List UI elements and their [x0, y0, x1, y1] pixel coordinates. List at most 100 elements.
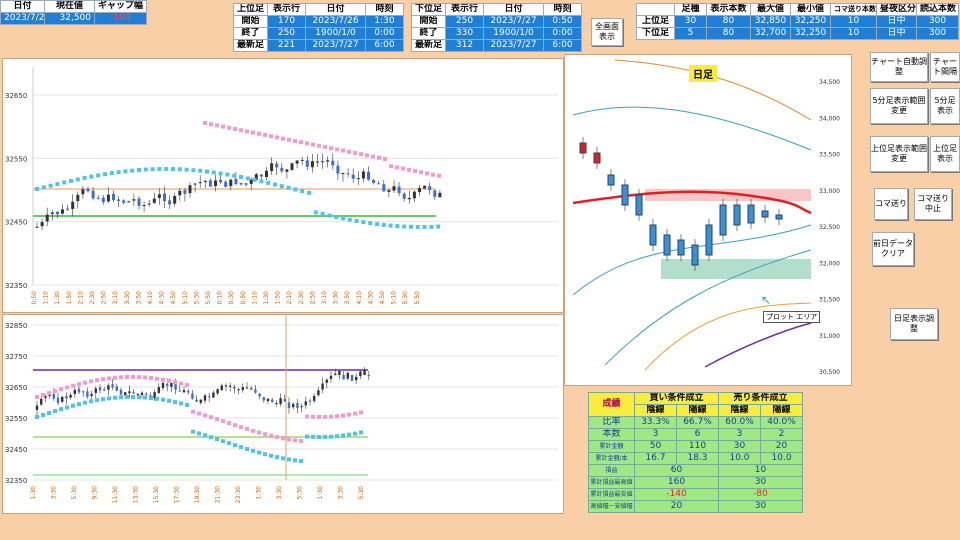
upper-start-date[interactable]: 2023/7/26: [305, 15, 366, 28]
candle-body: [321, 161, 325, 163]
chart-interval-button[interactable]: チャート間隔: [930, 52, 960, 82]
settings-lower-load[interactable]: 300: [916, 27, 959, 40]
long-ma-line: [704, 322, 812, 368]
y-tick-label: 32,000: [819, 260, 840, 267]
y-tick-label: 32550: [5, 155, 27, 163]
total-buy-bear: 50: [634, 440, 677, 453]
upper-date-header: 日付: [305, 3, 366, 16]
upper-band-marker: [389, 164, 393, 169]
upper-latest-time[interactable]: 6:00: [365, 39, 404, 52]
upper-band-marker: [221, 124, 225, 129]
candle-body: [579, 142, 587, 154]
lower-band-marker: [167, 398, 171, 403]
lower-band-marker: [103, 172, 107, 177]
candle-body: [56, 397, 60, 403]
upper-band-marker: [227, 125, 231, 130]
upper-chart-panel[interactable]: 32650 32550 32450 32350 0:50 1:10 1:30 1:50 2:10…: [2, 58, 564, 313]
daily-adjust-button[interactable]: 日足表示調整: [890, 308, 938, 340]
gap-value[interactable]: -100: [94, 12, 147, 25]
upper-end-time[interactable]: 0:00: [365, 27, 404, 40]
min5-display-button[interactable]: 5分足表示: [930, 88, 960, 124]
lower-latest-time[interactable]: 6:00: [543, 39, 582, 52]
settings-lower-max[interactable]: 32,700: [750, 27, 791, 40]
candle-body: [271, 399, 274, 403]
lower-band-marker: [211, 170, 216, 175]
date-value[interactable]: 2023/7/27: [0, 12, 45, 25]
lower-bollinger-line: [644, 302, 812, 371]
candle-body: [152, 198, 156, 203]
lower-start-time[interactable]: 0:50: [543, 15, 582, 28]
upper-display-button[interactable]: 上位足表示: [930, 136, 960, 172]
fullscreen-button[interactable]: 全画面表示: [591, 18, 623, 46]
price-value[interactable]: 32,500: [44, 12, 95, 25]
koma-stop-button[interactable]: コマ送り中止: [914, 188, 952, 220]
lower-time-header: 時刻: [543, 3, 582, 16]
candle-body: [137, 198, 141, 206]
lower-start-rows[interactable]: 250: [445, 15, 484, 28]
settings-upper-load[interactable]: 300: [916, 15, 959, 28]
lower-chart-panel[interactable]: 32850 32750 32650 32550 32450 32350 1:30 3:30 5:…: [2, 314, 564, 514]
settings-upper-step[interactable]: 10: [830, 15, 877, 28]
settings-upper-type[interactable]: 30: [674, 15, 707, 28]
daily-candle-chart[interactable]: 34,500 34,000 33,500 33,000 32,500 32,000 31,5…: [565, 55, 851, 385]
lower-start-date[interactable]: 2023/7/27: [483, 15, 544, 28]
x-tick-label: 5:50: [414, 291, 421, 305]
y-tick-label: 32850: [5, 322, 27, 330]
candle-body: [310, 161, 314, 168]
settings-upper-count[interactable]: 80: [706, 15, 751, 28]
lower-end-date[interactable]: 1900/1/0: [483, 27, 544, 40]
x-tick-label: 0:10: [217, 291, 224, 305]
upper-candle-chart[interactable]: 32650 32550 32450 32350 0:50 1:10 1:30 1:50 2:10…: [3, 59, 563, 312]
settings-lower-min[interactable]: 32,250: [790, 27, 831, 40]
settings-upper-max[interactable]: 32,850: [750, 15, 791, 28]
settings-lower-type[interactable]: 5: [674, 27, 707, 40]
settings-lower-session[interactable]: 日中: [876, 27, 917, 40]
lower-end-rows[interactable]: 330: [445, 27, 484, 40]
upper-start-time[interactable]: 1:30: [365, 15, 404, 28]
upper-band-marker: [227, 421, 231, 426]
settings-lower-step[interactable]: 10: [830, 27, 877, 40]
lower-latest-rows[interactable]: 312: [445, 39, 484, 52]
trend-line: [604, 249, 812, 366]
clear-previous-button[interactable]: 前日データクリア: [872, 232, 914, 266]
candle-body: [367, 375, 370, 376]
lower-end-time[interactable]: 0:00: [543, 27, 582, 40]
y-tick-label: 31,500: [819, 297, 840, 304]
x-tick-label: 5:50: [205, 291, 212, 305]
stats-title: 成績: [588, 392, 635, 417]
upper-latest-rows[interactable]: 221: [267, 39, 306, 52]
candle-body: [163, 193, 166, 202]
settings-upper-session[interactable]: 日中: [876, 15, 917, 28]
candle-body: [283, 399, 286, 402]
x-tick-label: 2:10: [77, 291, 84, 305]
candle-body: [52, 393, 55, 399]
koma-advance-button[interactable]: コマ送り: [874, 188, 908, 220]
candle-body: [433, 190, 437, 197]
lower-latest-date[interactable]: 2023/7/27: [483, 39, 544, 52]
upper-band-marker: [161, 377, 165, 382]
y-tick-label: 33,500: [819, 152, 840, 159]
settings-upper-min[interactable]: 32,250: [790, 15, 831, 28]
settings-lower-count[interactable]: 80: [706, 27, 751, 40]
candle-body: [224, 385, 228, 387]
candle-body: [239, 183, 243, 185]
x-tick-label: 19:30: [194, 486, 201, 503]
candle-body: [61, 209, 64, 214]
upper-end-date[interactable]: 1900/1/0: [305, 27, 366, 40]
daily-chart-panel[interactable]: 34,500 34,000 33,500 33,000 32,500 32,000 31,5…: [564, 54, 852, 386]
candle-body: [338, 370, 341, 375]
upper-band-marker: [359, 410, 363, 415]
upper-latest-date[interactable]: 2023/7/27: [305, 39, 366, 52]
upper-start-rows[interactable]: 170: [267, 15, 306, 28]
upper-end-rows[interactable]: 250: [267, 27, 306, 40]
chart-auto-adjust-button[interactable]: チャート自動調整: [870, 52, 928, 82]
lower-band-marker: [323, 434, 327, 439]
ratio-buy-bear: 33.3%: [634, 416, 677, 429]
candle-body: [82, 391, 85, 393]
upper-band-marker: [347, 412, 351, 417]
moving-average-line: [572, 190, 812, 215]
upper-range-button[interactable]: 上位足表示範囲変更: [870, 136, 928, 172]
sell-bull-header: 陽線: [760, 404, 804, 417]
min5-range-button[interactable]: 5分足表示範囲変更: [870, 88, 928, 124]
